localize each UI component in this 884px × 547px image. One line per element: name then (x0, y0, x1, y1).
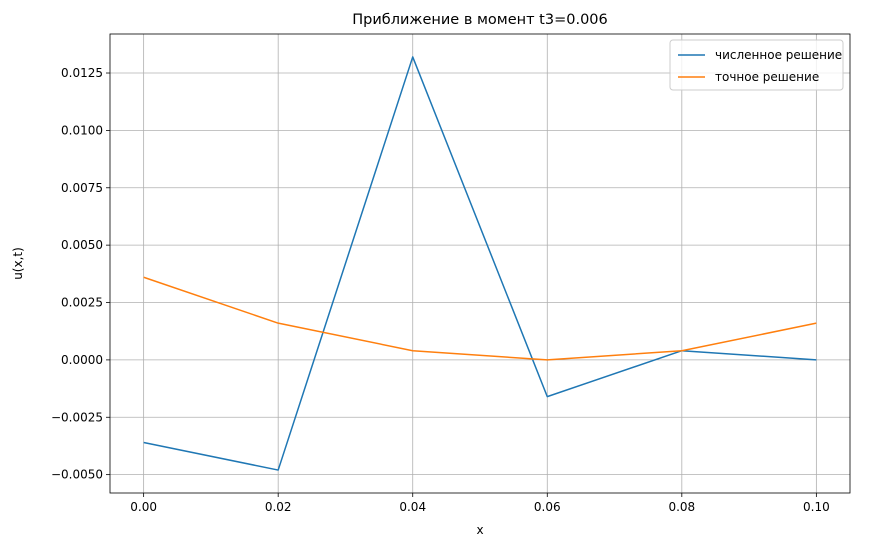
series-line-1 (143, 276, 817, 361)
y-tick-label: 0.0075 (61, 181, 103, 195)
y-tick-label: 0.0050 (61, 238, 103, 252)
y-tick-label: −0.0025 (51, 410, 103, 424)
series-lines (143, 56, 817, 471)
y-axis-label: u(x,t) (11, 247, 25, 280)
x-tick-label: 0.06 (534, 500, 561, 514)
x-tick-label: 0.04 (399, 500, 426, 514)
legend-label-exact: точное решение (715, 70, 819, 84)
y-tick-label: 0.0100 (61, 123, 103, 137)
x-tick-label: 0.08 (668, 500, 695, 514)
legend-box (669, 39, 844, 91)
x-tick-label: 0.02 (265, 500, 292, 514)
x-tick-label: 0.00 (130, 500, 157, 514)
x-axis-label: x (476, 523, 483, 537)
plot-frame (109, 33, 851, 494)
y-tick-label: 0.0025 (61, 296, 103, 310)
series-line-0 (143, 56, 817, 471)
legend: численное решение точное решение (669, 39, 844, 91)
plot-area (110, 34, 850, 493)
y-axis-ticks: −0.0050 −0.0025 0.0000 0.0025 0.0050 0.0075 0.… (51, 66, 110, 482)
y-tick-label: 0.0000 (61, 353, 103, 367)
y-tick-label: 0.0125 (61, 66, 103, 80)
legend-label-numeric: численное решение (715, 48, 842, 62)
y-tick-label: −0.0050 (51, 468, 103, 482)
x-tick-label: 0.10 (803, 500, 830, 514)
x-axis-ticks: 0.00 0.02 0.04 0.06 0.08 0.10 (130, 493, 830, 514)
chart-title: Приближение в момент t3=0.006 (352, 12, 608, 28)
grid (110, 34, 850, 493)
